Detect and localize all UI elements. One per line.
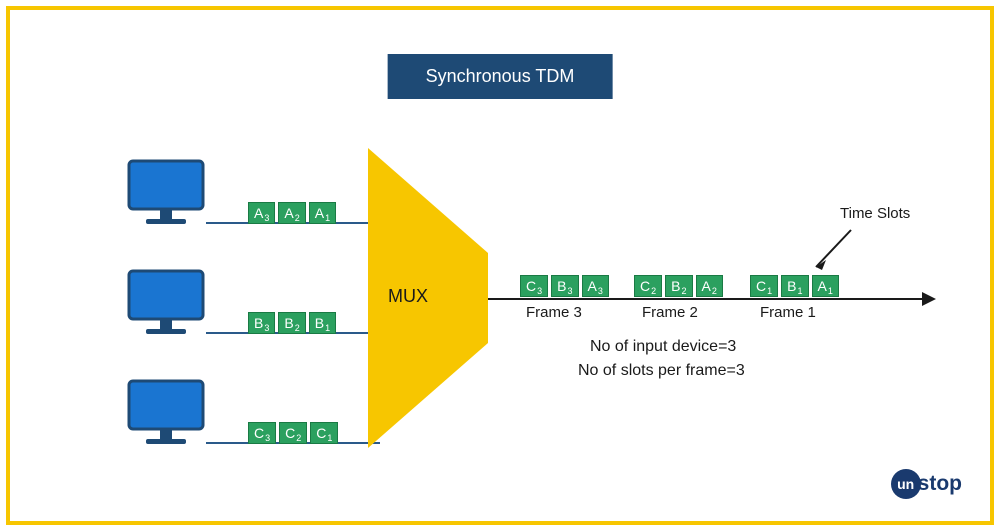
frame-2-label: Frame 2 <box>642 304 698 321</box>
slot: C1 <box>750 275 778 297</box>
slot: B2 <box>278 312 305 334</box>
slot: B3 <box>551 275 578 297</box>
slot: B1 <box>309 312 336 334</box>
mux-label: MUX <box>388 286 428 307</box>
output-arrow-icon <box>922 292 936 306</box>
time-slots-label: Time Slots <box>840 205 910 222</box>
slot: B2 <box>665 275 692 297</box>
slot: A2 <box>278 202 305 224</box>
output-line <box>488 298 926 300</box>
info-line-2: No of slots per frame=3 <box>578 362 745 380</box>
monitor-a <box>126 158 206 228</box>
slot: B1 <box>781 275 808 297</box>
diagram-frame: Synchronous TDM A3 A2 A1 B3 B2 B1 C3 C2 … <box>6 6 994 525</box>
frame-2-slots: C2 B2 A2 <box>634 275 723 297</box>
slot: C1 <box>310 422 338 444</box>
slot: C3 <box>248 422 276 444</box>
frame-3-label: Frame 3 <box>526 304 582 321</box>
info-line-1: No of input device=3 <box>590 338 736 356</box>
frame-1-label: Frame 1 <box>760 304 816 321</box>
monitor-b <box>126 268 206 338</box>
input-slots-b: B3 B2 B1 <box>248 312 336 334</box>
slot: C2 <box>634 275 662 297</box>
monitor-c <box>126 378 206 448</box>
slot: B3 <box>248 312 275 334</box>
input-slots-a: A3 A2 A1 <box>248 202 336 224</box>
slot: C2 <box>279 422 307 444</box>
slot: A3 <box>582 275 609 297</box>
slot: A3 <box>248 202 275 224</box>
slot: C3 <box>520 275 548 297</box>
brand-logo: un stop <box>891 469 962 499</box>
slot: A1 <box>309 202 336 224</box>
logo-circle: un <box>891 469 921 499</box>
logo-text: stop <box>918 472 962 496</box>
input-slots-c: C3 C2 C1 <box>248 422 338 444</box>
slot: A2 <box>696 275 723 297</box>
diagram-title: Synchronous TDM <box>388 54 613 99</box>
frame-3-slots: C3 B3 A3 <box>520 275 609 297</box>
time-slots-arrow-icon <box>806 222 866 282</box>
